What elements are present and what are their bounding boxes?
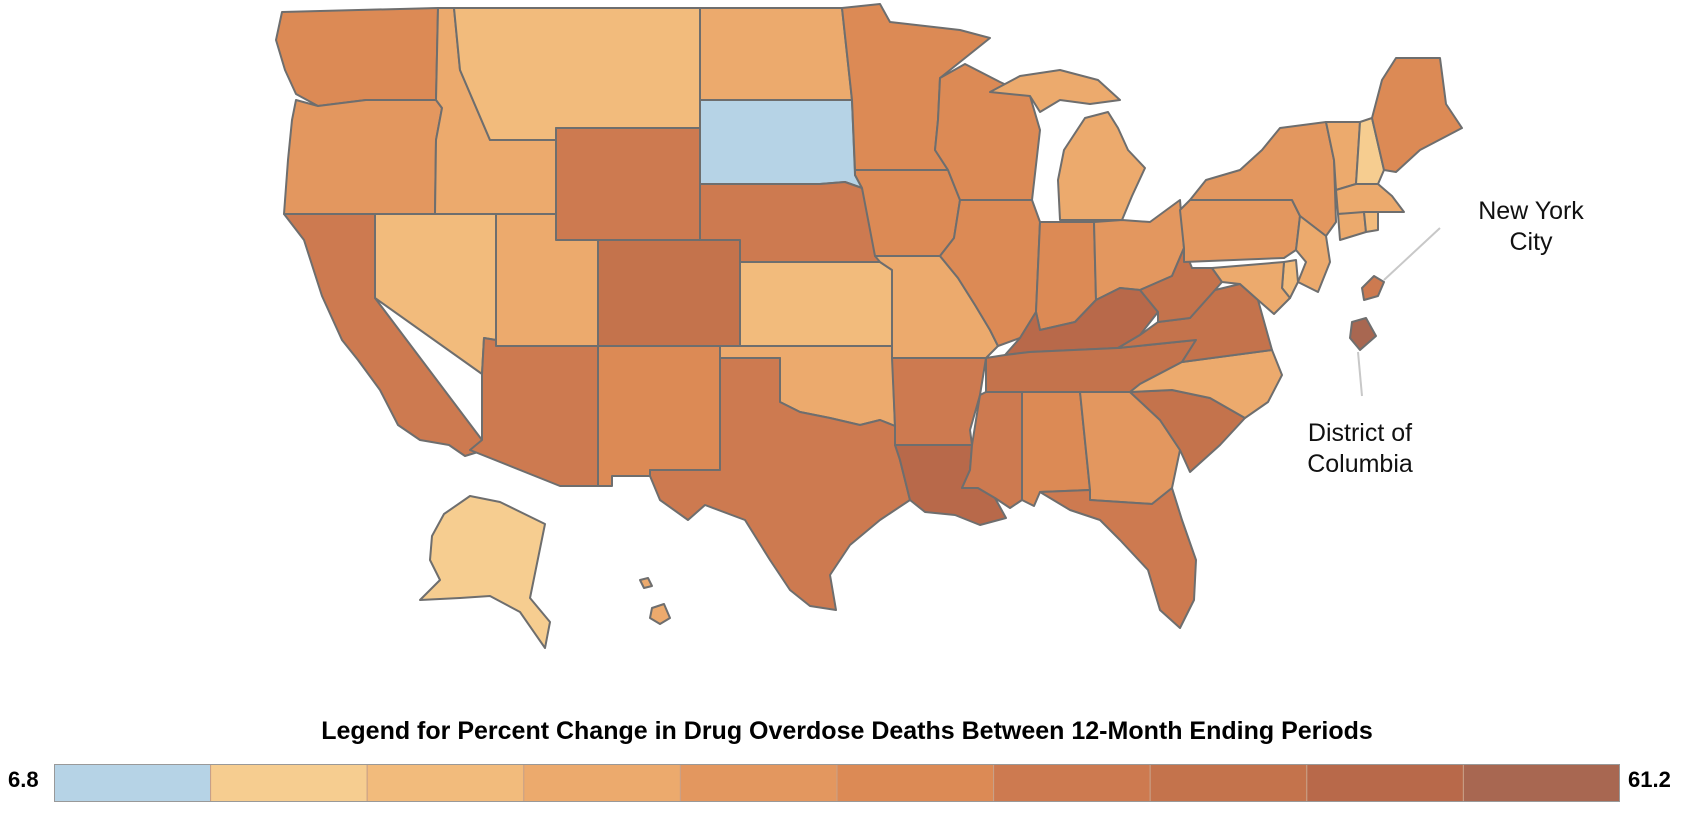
state-MD[interactable] [1211, 261, 1291, 315]
state-NM[interactable] [597, 345, 721, 487]
callout-label-dc: District of Columbia [1307, 419, 1413, 478]
state-MI-UP[interactable] [989, 69, 1121, 113]
state-WA[interactable] [275, 7, 439, 107]
state-ND[interactable] [699, 7, 853, 101]
state-MT[interactable] [453, 7, 701, 141]
legend-border [54, 764, 1620, 802]
state-SD[interactable] [699, 99, 863, 189]
legend-bin-7 [993, 764, 1151, 802]
state-WY[interactable] [555, 127, 701, 241]
callout-label-nyc: New York City [1478, 197, 1584, 256]
state-OR[interactable] [283, 99, 443, 215]
legend-bin-8 [1149, 764, 1308, 802]
legend-bin-5 [679, 764, 838, 802]
legend-bin-10 [1462, 764, 1620, 802]
state-AZ[interactable] [469, 337, 599, 487]
legend-bin-6 [836, 764, 995, 802]
state-AK[interactable] [419, 495, 551, 649]
state-AL[interactable] [1021, 391, 1091, 507]
state-CA[interactable] [283, 213, 483, 457]
state-NJ[interactable] [1295, 215, 1331, 293]
legend-bin-2 [210, 764, 368, 802]
state-TX[interactable] [649, 357, 911, 611]
state-MA[interactable] [1335, 183, 1405, 215]
legend-color-bar [54, 764, 1620, 802]
legend-max-value: 61.2 [1628, 767, 1671, 792]
state-NH[interactable] [1355, 117, 1385, 185]
callout-line-nyc [1383, 227, 1441, 281]
legend-bin-1 [54, 764, 212, 802]
legend-bin-3 [366, 764, 525, 802]
legend-bin-4 [523, 764, 681, 802]
inset-dc[interactable] [1349, 317, 1377, 351]
choropleth-map [275, 3, 1463, 649]
state-KS[interactable] [739, 261, 893, 347]
legend-min-value: 6.8 [8, 767, 39, 792]
inset-nyc[interactable] [1361, 275, 1385, 301]
state-CT[interactable] [1337, 211, 1367, 241]
legend-bin-9 [1306, 764, 1464, 802]
state-AR[interactable] [891, 357, 987, 446]
callout-line-dc [1357, 351, 1363, 397]
state-PA[interactable] [1179, 199, 1301, 263]
state-FL[interactable] [1039, 487, 1197, 629]
state-ME[interactable] [1371, 57, 1463, 173]
state-HI[interactable] [649, 603, 671, 625]
state-HI-islands [639, 577, 653, 589]
state-IL[interactable] [939, 199, 1041, 347]
state-RI[interactable] [1363, 211, 1379, 233]
state-MI[interactable] [1057, 111, 1146, 221]
legend-title: Legend for Percent Change in Drug Overdo… [321, 717, 1373, 745]
state-CO[interactable] [597, 239, 741, 347]
